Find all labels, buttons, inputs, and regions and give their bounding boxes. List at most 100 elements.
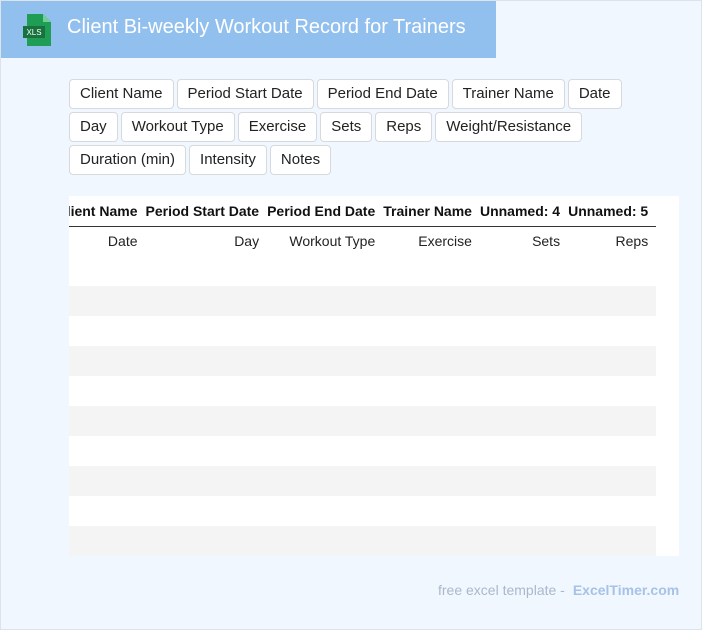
header-banner: XLS Client Bi-weekly Workout Record for … bbox=[1, 1, 496, 58]
table-cell bbox=[383, 256, 480, 286]
table-row: 6 bbox=[69, 406, 657, 436]
table-cell bbox=[480, 256, 568, 286]
table-cell bbox=[145, 406, 268, 436]
table-cell bbox=[568, 496, 656, 526]
table-cell bbox=[568, 436, 656, 466]
field-chip: Day bbox=[69, 112, 118, 142]
table-cell bbox=[69, 466, 146, 496]
table-cell bbox=[383, 496, 480, 526]
table-row: 8 bbox=[69, 466, 657, 496]
table-cell bbox=[480, 316, 568, 346]
table-cell bbox=[69, 316, 146, 346]
table-cell bbox=[479, 466, 569, 496]
footer: free excel template - ExcelTimer.com bbox=[438, 582, 679, 598]
field-chip: Sets bbox=[320, 112, 373, 142]
table-cell bbox=[480, 376, 568, 406]
table-cell bbox=[145, 346, 268, 376]
table-cell bbox=[383, 376, 480, 406]
table-cell bbox=[479, 526, 569, 556]
table-cell bbox=[383, 346, 480, 376]
table-cell bbox=[146, 376, 268, 406]
table-cell bbox=[267, 496, 383, 526]
table-cell: Workout Type bbox=[289, 233, 376, 250]
table-cell bbox=[568, 376, 656, 406]
table-row: 3 bbox=[69, 316, 656, 346]
column-header: Period End Date bbox=[267, 196, 384, 227]
table-cell bbox=[145, 466, 268, 496]
table-row: 7 bbox=[69, 436, 656, 466]
field-chip: Client Name bbox=[69, 79, 174, 109]
table-cell bbox=[146, 496, 268, 526]
page-title: Client Bi-weekly Workout Record for Trai… bbox=[67, 16, 466, 38]
table-cell bbox=[479, 286, 569, 316]
table-cell bbox=[267, 466, 384, 496]
table-cell bbox=[568, 466, 657, 496]
table-cell bbox=[267, 346, 384, 376]
column-header: Trainer Name bbox=[383, 196, 480, 227]
table-cell bbox=[568, 526, 657, 556]
table-cell bbox=[69, 406, 146, 436]
table-row: 5 bbox=[69, 376, 656, 406]
xls-icon: XLS bbox=[23, 14, 51, 46]
table-cell bbox=[69, 496, 146, 526]
field-chip: Weight/Resistance bbox=[435, 112, 583, 142]
table-cell: Reps bbox=[615, 233, 649, 250]
table-cell bbox=[383, 466, 480, 496]
field-chip: Duration (min) bbox=[69, 145, 187, 175]
table-cell bbox=[568, 406, 657, 436]
table-cell: Day bbox=[234, 233, 260, 250]
table-cell bbox=[267, 286, 384, 316]
field-chip: Reps bbox=[375, 112, 433, 142]
table-cell bbox=[69, 436, 146, 466]
icon-label: XLS bbox=[26, 28, 41, 37]
table-cell bbox=[479, 406, 569, 436]
table-cell bbox=[145, 286, 268, 316]
table-cell bbox=[146, 436, 268, 466]
field-chip: Period Start Date bbox=[176, 79, 314, 109]
field-chip: Exercise bbox=[237, 112, 318, 142]
table-row: 10 bbox=[69, 526, 657, 556]
table-row: 9 bbox=[69, 496, 656, 526]
table-cell bbox=[383, 526, 480, 556]
table-cell bbox=[267, 256, 383, 286]
table-cell bbox=[480, 436, 568, 466]
column-header: Unnamed: 5 bbox=[568, 196, 657, 227]
table-cell bbox=[69, 526, 146, 556]
table-cell bbox=[267, 526, 384, 556]
table-cell bbox=[480, 496, 568, 526]
field-chip: Workout Type bbox=[120, 112, 235, 142]
field-chip: Period End Date bbox=[316, 79, 449, 109]
table-cell bbox=[146, 316, 268, 346]
table-cell bbox=[568, 256, 656, 286]
table-cell bbox=[267, 376, 383, 406]
table-row: 4 bbox=[69, 346, 657, 376]
table-cell bbox=[568, 286, 657, 316]
field-chip: Trainer Name bbox=[451, 79, 565, 109]
table-cell bbox=[568, 346, 657, 376]
footer-text: free excel template - bbox=[438, 582, 565, 598]
table-cell: Date bbox=[107, 233, 138, 250]
footer-link[interactable]: ExcelTimer.com bbox=[572, 582, 680, 598]
table-cell bbox=[69, 256, 146, 286]
table-row: 1 bbox=[69, 256, 656, 286]
field-chip: Intensity bbox=[189, 145, 267, 175]
table-cell bbox=[267, 316, 383, 346]
column-header: Period Start Date bbox=[145, 196, 268, 227]
table-cell bbox=[267, 406, 384, 436]
table-cell bbox=[145, 526, 268, 556]
table-cell bbox=[568, 316, 656, 346]
table-cell bbox=[69, 286, 146, 316]
table-cell bbox=[69, 346, 146, 376]
table-cell bbox=[383, 286, 480, 316]
table-cell bbox=[383, 316, 480, 346]
field-chip: Notes bbox=[269, 145, 332, 175]
table-cell bbox=[69, 376, 146, 406]
table-cell: Exercise bbox=[418, 233, 472, 250]
table-cell bbox=[383, 436, 480, 466]
